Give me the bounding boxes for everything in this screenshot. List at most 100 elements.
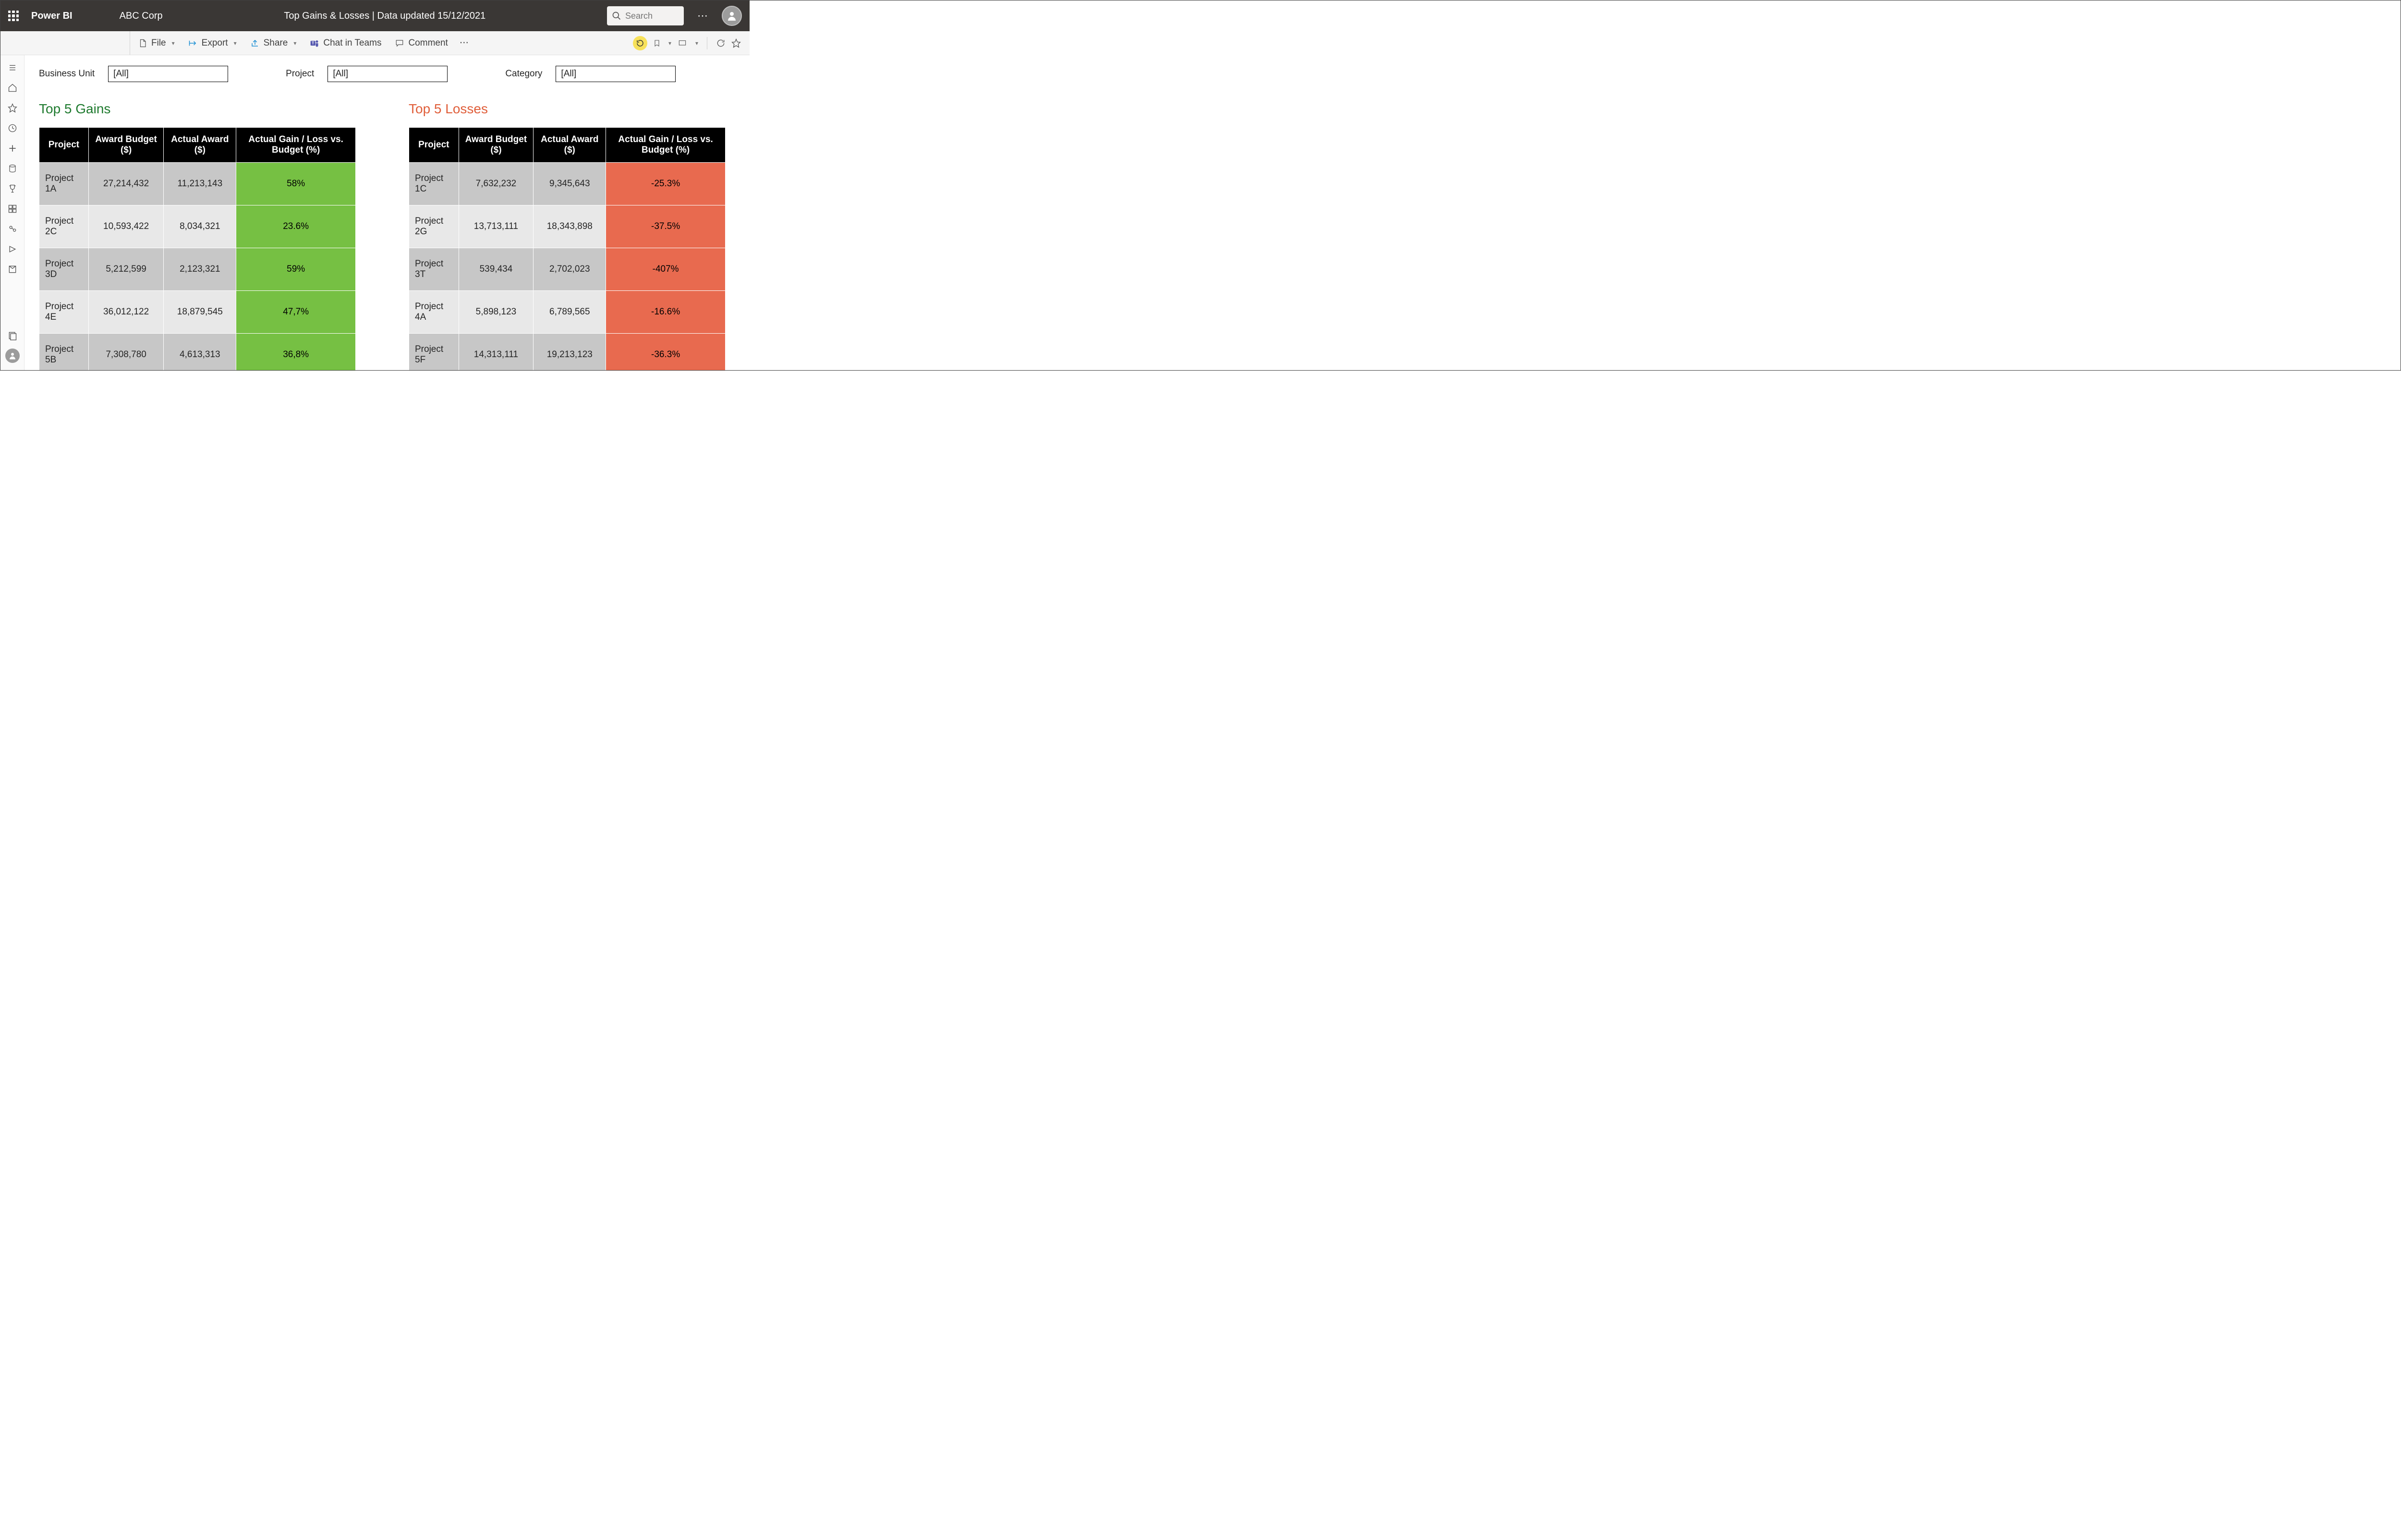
slicer-project: Project [All] — [286, 66, 448, 82]
table-cell: 7,308,780 — [88, 334, 164, 371]
apps-icon[interactable] — [3, 199, 22, 218]
table-cell: 6,789,565 — [534, 291, 606, 334]
table-cell: 5,898,123 — [459, 291, 534, 334]
datasets-icon[interactable] — [3, 159, 22, 178]
home-icon[interactable] — [3, 78, 22, 97]
export-menu[interactable]: Export ▾ — [182, 35, 243, 51]
slicer-business-unit-dropdown[interactable]: [All] — [108, 66, 228, 82]
my-workspace-icon[interactable] — [3, 326, 22, 345]
app-launcher-icon[interactable] — [8, 11, 19, 21]
table-row[interactable]: Project 3T539,4342,702,023-407% — [409, 248, 726, 291]
table-cell: 23.6% — [236, 205, 356, 248]
favorite-star-icon[interactable] — [731, 38, 741, 48]
table-header: Actual Award ($) — [534, 128, 606, 163]
table-cell: Project 1C — [409, 163, 459, 205]
search-input[interactable] — [625, 11, 679, 21]
chevron-down-icon: ▾ — [234, 40, 237, 47]
user-avatar[interactable] — [722, 6, 742, 26]
table-cell: 10,593,422 — [88, 205, 164, 248]
table-cell: Project 4A — [409, 291, 459, 334]
table-cell: -25.3% — [606, 163, 726, 205]
share-menu[interactable]: Share ▾ — [244, 35, 303, 51]
losses-section: Top 5 Losses ProjectAward Budget ($)Actu… — [409, 101, 726, 370]
chat-label: Chat in Teams — [323, 38, 381, 48]
table-cell: Project 2G — [409, 205, 459, 248]
slicer-label: Category — [505, 69, 542, 79]
chevron-down-icon[interactable]: ▾ — [695, 40, 698, 47]
table-cell: 13,713,111 — [459, 205, 534, 248]
table-cell: Project 5F — [409, 334, 459, 371]
tenant-name: ABC Corp — [120, 11, 163, 22]
table-cell: 18,879,545 — [164, 291, 236, 334]
favorites-icon[interactable] — [3, 98, 22, 118]
gains-section: Top 5 Gains ProjectAward Budget ($)Actua… — [39, 101, 356, 370]
table-row[interactable]: Project 1A27,214,43211,213,14358% — [39, 163, 356, 205]
global-search[interactable] — [607, 6, 684, 25]
global-header: Power BI ABC Corp Top Gains & Losses | D… — [0, 0, 750, 31]
comment-button[interactable]: Comment — [389, 35, 453, 51]
slicer-business-unit: Business Unit [All] — [39, 66, 228, 82]
table-cell: 9,345,643 — [534, 163, 606, 205]
shared-icon[interactable] — [3, 219, 22, 239]
chevron-down-icon: ▾ — [172, 40, 175, 47]
recent-icon[interactable] — [3, 119, 22, 138]
reset-icon[interactable] — [633, 36, 647, 50]
table-cell: 14,313,111 — [459, 334, 534, 371]
file-label: File — [151, 38, 166, 48]
table-cell: 18,343,898 — [534, 205, 606, 248]
more-options-icon[interactable]: ⋯ — [692, 10, 713, 22]
table-cell: 8,034,321 — [164, 205, 236, 248]
table-cell: 7,632,232 — [459, 163, 534, 205]
report-title: Top Gains & Losses | Data updated 15/12/… — [171, 11, 598, 22]
bookmark-icon[interactable] — [653, 38, 661, 48]
table-cell: -36.3% — [606, 334, 726, 371]
slicer-project-dropdown[interactable]: [All] — [327, 66, 448, 82]
table-row[interactable]: Project 3D5,212,5992,123,32159% — [39, 248, 356, 291]
table-header: Actual Gain / Loss vs. Budget (%) — [236, 128, 356, 163]
slicer-category-dropdown[interactable]: [All] — [556, 66, 676, 82]
table-row[interactable]: Project 2G13,713,11118,343,898-37.5% — [409, 205, 726, 248]
goals-icon[interactable] — [3, 179, 22, 198]
table-row[interactable]: Project 5F14,313,11119,213,123-36.3% — [409, 334, 726, 371]
view-icon[interactable] — [677, 39, 688, 47]
table-cell: 27,214,432 — [88, 163, 164, 205]
table-row[interactable]: Project 2C10,593,4228,034,32123.6% — [39, 205, 356, 248]
workspaces-icon[interactable] — [3, 260, 22, 279]
table-cell: 19,213,123 — [534, 334, 606, 371]
nav-user-avatar[interactable] — [3, 346, 22, 365]
teams-icon: T — [310, 38, 319, 48]
file-menu[interactable]: File ▾ — [132, 35, 181, 51]
table-cell: 47,7% — [236, 291, 356, 334]
table-cell: 539,434 — [459, 248, 534, 291]
gains-table: ProjectAward Budget ($)Actual Award ($)A… — [39, 127, 356, 370]
table-cell: 2,123,321 — [164, 248, 236, 291]
table-row[interactable]: Project 1C7,632,2329,345,643-25.3% — [409, 163, 726, 205]
table-row[interactable]: Project 5B7,308,7804,613,31336,8% — [39, 334, 356, 371]
table-cell: 4,613,313 — [164, 334, 236, 371]
document-icon — [138, 38, 147, 48]
slicer-label: Project — [286, 69, 314, 79]
share-icon — [250, 38, 260, 48]
table-cell: Project 3T — [409, 248, 459, 291]
hamburger-icon[interactable] — [3, 58, 22, 77]
more-ribbon-icon[interactable]: ⋯ — [456, 35, 473, 51]
table-row[interactable]: Project 4A5,898,1236,789,565-16.6% — [409, 291, 726, 334]
table-cell: Project 5B — [39, 334, 89, 371]
learn-icon[interactable] — [3, 240, 22, 259]
create-icon[interactable] — [3, 139, 22, 158]
chevron-down-icon[interactable]: ▾ — [668, 40, 671, 47]
table-cell: Project 3D — [39, 248, 89, 291]
chevron-down-icon: ▾ — [293, 40, 296, 47]
losses-table: ProjectAward Budget ($)Actual Award ($)A… — [409, 127, 726, 370]
table-cell: 11,213,143 — [164, 163, 236, 205]
comment-label: Comment — [408, 38, 448, 48]
refresh-icon[interactable] — [716, 38, 726, 48]
table-header: Project — [409, 128, 459, 163]
table-header: Award Budget ($) — [459, 128, 534, 163]
export-icon — [188, 38, 198, 48]
share-label: Share — [264, 38, 288, 48]
table-row[interactable]: Project 4E36,012,12218,879,54547,7% — [39, 291, 356, 334]
table-cell: 58% — [236, 163, 356, 205]
search-icon — [612, 11, 621, 21]
chat-teams-button[interactable]: T Chat in Teams — [304, 35, 387, 51]
